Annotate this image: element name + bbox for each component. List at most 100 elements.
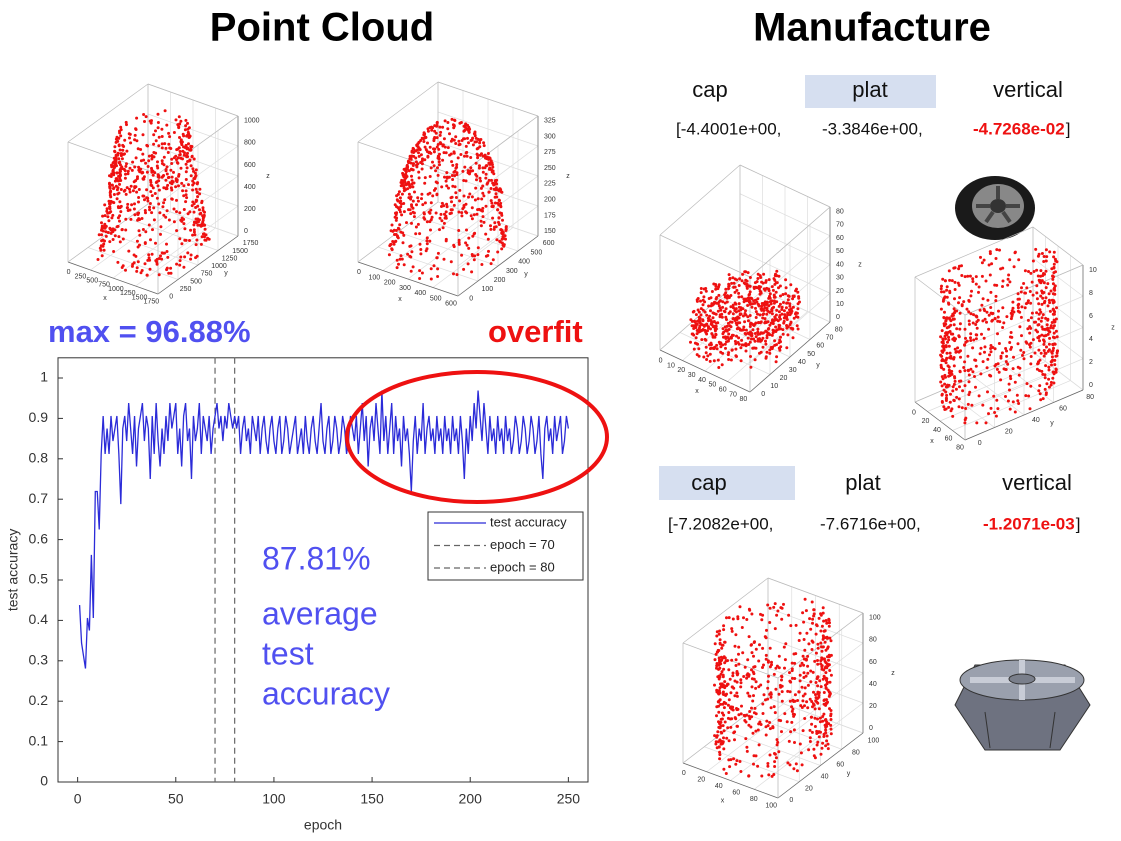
cloud-point bbox=[723, 680, 727, 684]
cloud-point bbox=[428, 145, 432, 149]
cloud-point bbox=[464, 241, 468, 245]
class-label: cap bbox=[692, 77, 727, 102]
cloud-point bbox=[694, 313, 698, 317]
cloud-point bbox=[727, 351, 731, 355]
cloud-point bbox=[754, 729, 758, 733]
cloud-point bbox=[726, 659, 729, 663]
cloud-point bbox=[441, 143, 445, 147]
cloud-point bbox=[726, 726, 730, 730]
cloud-point bbox=[1015, 393, 1019, 397]
cloud-point bbox=[715, 690, 719, 694]
cloud-point bbox=[126, 169, 130, 173]
cloud-point bbox=[824, 619, 828, 622]
tick-label-3d: 600 bbox=[445, 300, 457, 307]
cloud-point bbox=[460, 253, 464, 257]
cloud-point bbox=[398, 257, 402, 261]
cloud-point bbox=[482, 220, 486, 224]
cloud-point bbox=[762, 331, 765, 335]
cloud-point bbox=[178, 259, 182, 263]
cloud-point bbox=[150, 194, 154, 198]
cloud-point bbox=[112, 250, 116, 253]
cloud-point bbox=[131, 262, 135, 266]
cloud-point bbox=[813, 716, 817, 720]
cloud-point bbox=[1039, 269, 1043, 273]
cloud-point bbox=[769, 695, 773, 699]
cloud-point bbox=[810, 639, 814, 643]
cloud-point bbox=[1016, 292, 1020, 296]
axis-frame bbox=[147, 203, 239, 237]
axis-label-3d: x bbox=[103, 295, 107, 302]
cloud-point bbox=[795, 311, 799, 315]
cloud-point bbox=[958, 311, 962, 315]
cloud-point bbox=[774, 666, 778, 670]
cloud-point bbox=[196, 195, 200, 199]
cloud-point bbox=[412, 211, 416, 215]
cloud-point bbox=[785, 324, 789, 328]
cloud-point bbox=[101, 244, 105, 248]
cloud-point bbox=[1024, 291, 1027, 295]
cloud-point bbox=[812, 690, 815, 694]
cloud-point bbox=[1036, 362, 1040, 366]
cloud-point bbox=[108, 193, 112, 197]
cloud-point bbox=[942, 367, 946, 371]
cloud-point bbox=[478, 164, 481, 168]
cloud-point bbox=[964, 336, 967, 340]
cloud-point bbox=[942, 388, 946, 392]
cloud-point bbox=[481, 166, 485, 170]
tick-label-3d: 0 bbox=[761, 391, 765, 398]
cloud-point bbox=[996, 332, 999, 336]
cloud-point bbox=[747, 774, 751, 778]
cloud-point bbox=[762, 301, 766, 305]
cloud-point bbox=[1004, 395, 1007, 398]
cloud-point bbox=[754, 316, 758, 319]
cloud-point bbox=[704, 289, 708, 293]
cloud-point bbox=[486, 254, 490, 257]
cloud-point bbox=[714, 333, 718, 337]
cloud-point bbox=[461, 169, 465, 173]
cloud-point bbox=[464, 179, 468, 183]
y-tick-label: 0.9 bbox=[29, 409, 49, 425]
cloud-point bbox=[137, 165, 141, 169]
cloud-point bbox=[1026, 327, 1030, 331]
cloud-point bbox=[184, 170, 188, 174]
cloud-point bbox=[821, 645, 825, 649]
cloud-point bbox=[728, 276, 732, 280]
cloud-point bbox=[955, 327, 959, 331]
cloud-point bbox=[187, 134, 191, 138]
cloud-point bbox=[766, 697, 770, 701]
cloud-point bbox=[178, 153, 182, 157]
cloud-point bbox=[1029, 316, 1033, 320]
cloud-point bbox=[448, 132, 451, 136]
axis-frame bbox=[767, 697, 864, 734]
cloud-point bbox=[718, 686, 722, 690]
cloud-point bbox=[940, 284, 943, 288]
cloud-point bbox=[737, 645, 741, 649]
cloud-point bbox=[963, 275, 967, 279]
cloud-point bbox=[699, 313, 703, 317]
cloud-point bbox=[500, 247, 504, 251]
cloud-point bbox=[148, 208, 152, 212]
axis-frame bbox=[659, 349, 751, 393]
cloud-point bbox=[719, 717, 723, 721]
cloud-point bbox=[738, 760, 742, 763]
cloud-point bbox=[428, 175, 432, 178]
cloud-point bbox=[949, 356, 953, 360]
tick-label-3d: 1500 bbox=[232, 248, 248, 255]
cloud-point bbox=[1032, 270, 1036, 273]
cloud-point bbox=[108, 211, 111, 215]
cloud-point bbox=[132, 207, 136, 211]
cloud-point bbox=[1052, 381, 1056, 385]
cloud-point bbox=[741, 651, 745, 655]
x-tick-label: 50 bbox=[168, 791, 184, 807]
cloud-point bbox=[418, 269, 422, 273]
cloud-point bbox=[479, 179, 482, 183]
cloud-point bbox=[486, 152, 490, 155]
cloud-point bbox=[1035, 268, 1039, 272]
cloud-point bbox=[748, 300, 752, 303]
cloud-point bbox=[702, 295, 706, 299]
cloud-point bbox=[977, 394, 981, 398]
cloud-point bbox=[1036, 330, 1039, 334]
cloud-point bbox=[729, 691, 733, 695]
cloud-point bbox=[159, 254, 162, 258]
cloud-point bbox=[468, 172, 471, 176]
